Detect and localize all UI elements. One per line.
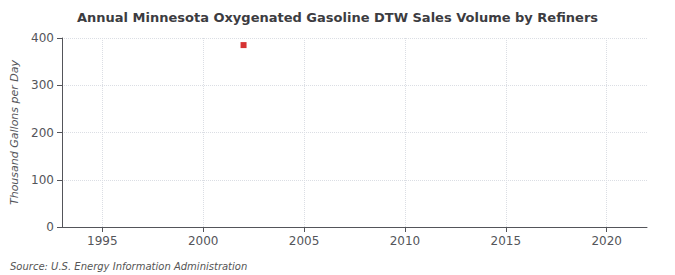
svg-text:2005: 2005 (289, 234, 320, 248)
svg-text:2015: 2015 (491, 234, 522, 248)
svg-text:1995: 1995 (87, 234, 118, 248)
svg-text:400: 400 (31, 31, 54, 45)
svg-text:2010: 2010 (390, 234, 421, 248)
svg-text:2000: 2000 (188, 234, 219, 248)
svg-text:300: 300 (31, 78, 54, 92)
svg-text:Annual Minnesota Oxygenated Ga: Annual Minnesota Oxygenated Gasoline DTW… (77, 10, 598, 25)
svg-text:200: 200 (31, 126, 54, 140)
svg-text:Source: U.S. Energy Informatio: Source: U.S. Energy Information Administ… (10, 261, 247, 272)
svg-text:Thousand Gallons per Day: Thousand Gallons per Day (8, 59, 21, 205)
svg-text:100: 100 (31, 173, 54, 187)
svg-text:2020: 2020 (591, 234, 622, 248)
svg-text:0: 0 (46, 220, 54, 234)
